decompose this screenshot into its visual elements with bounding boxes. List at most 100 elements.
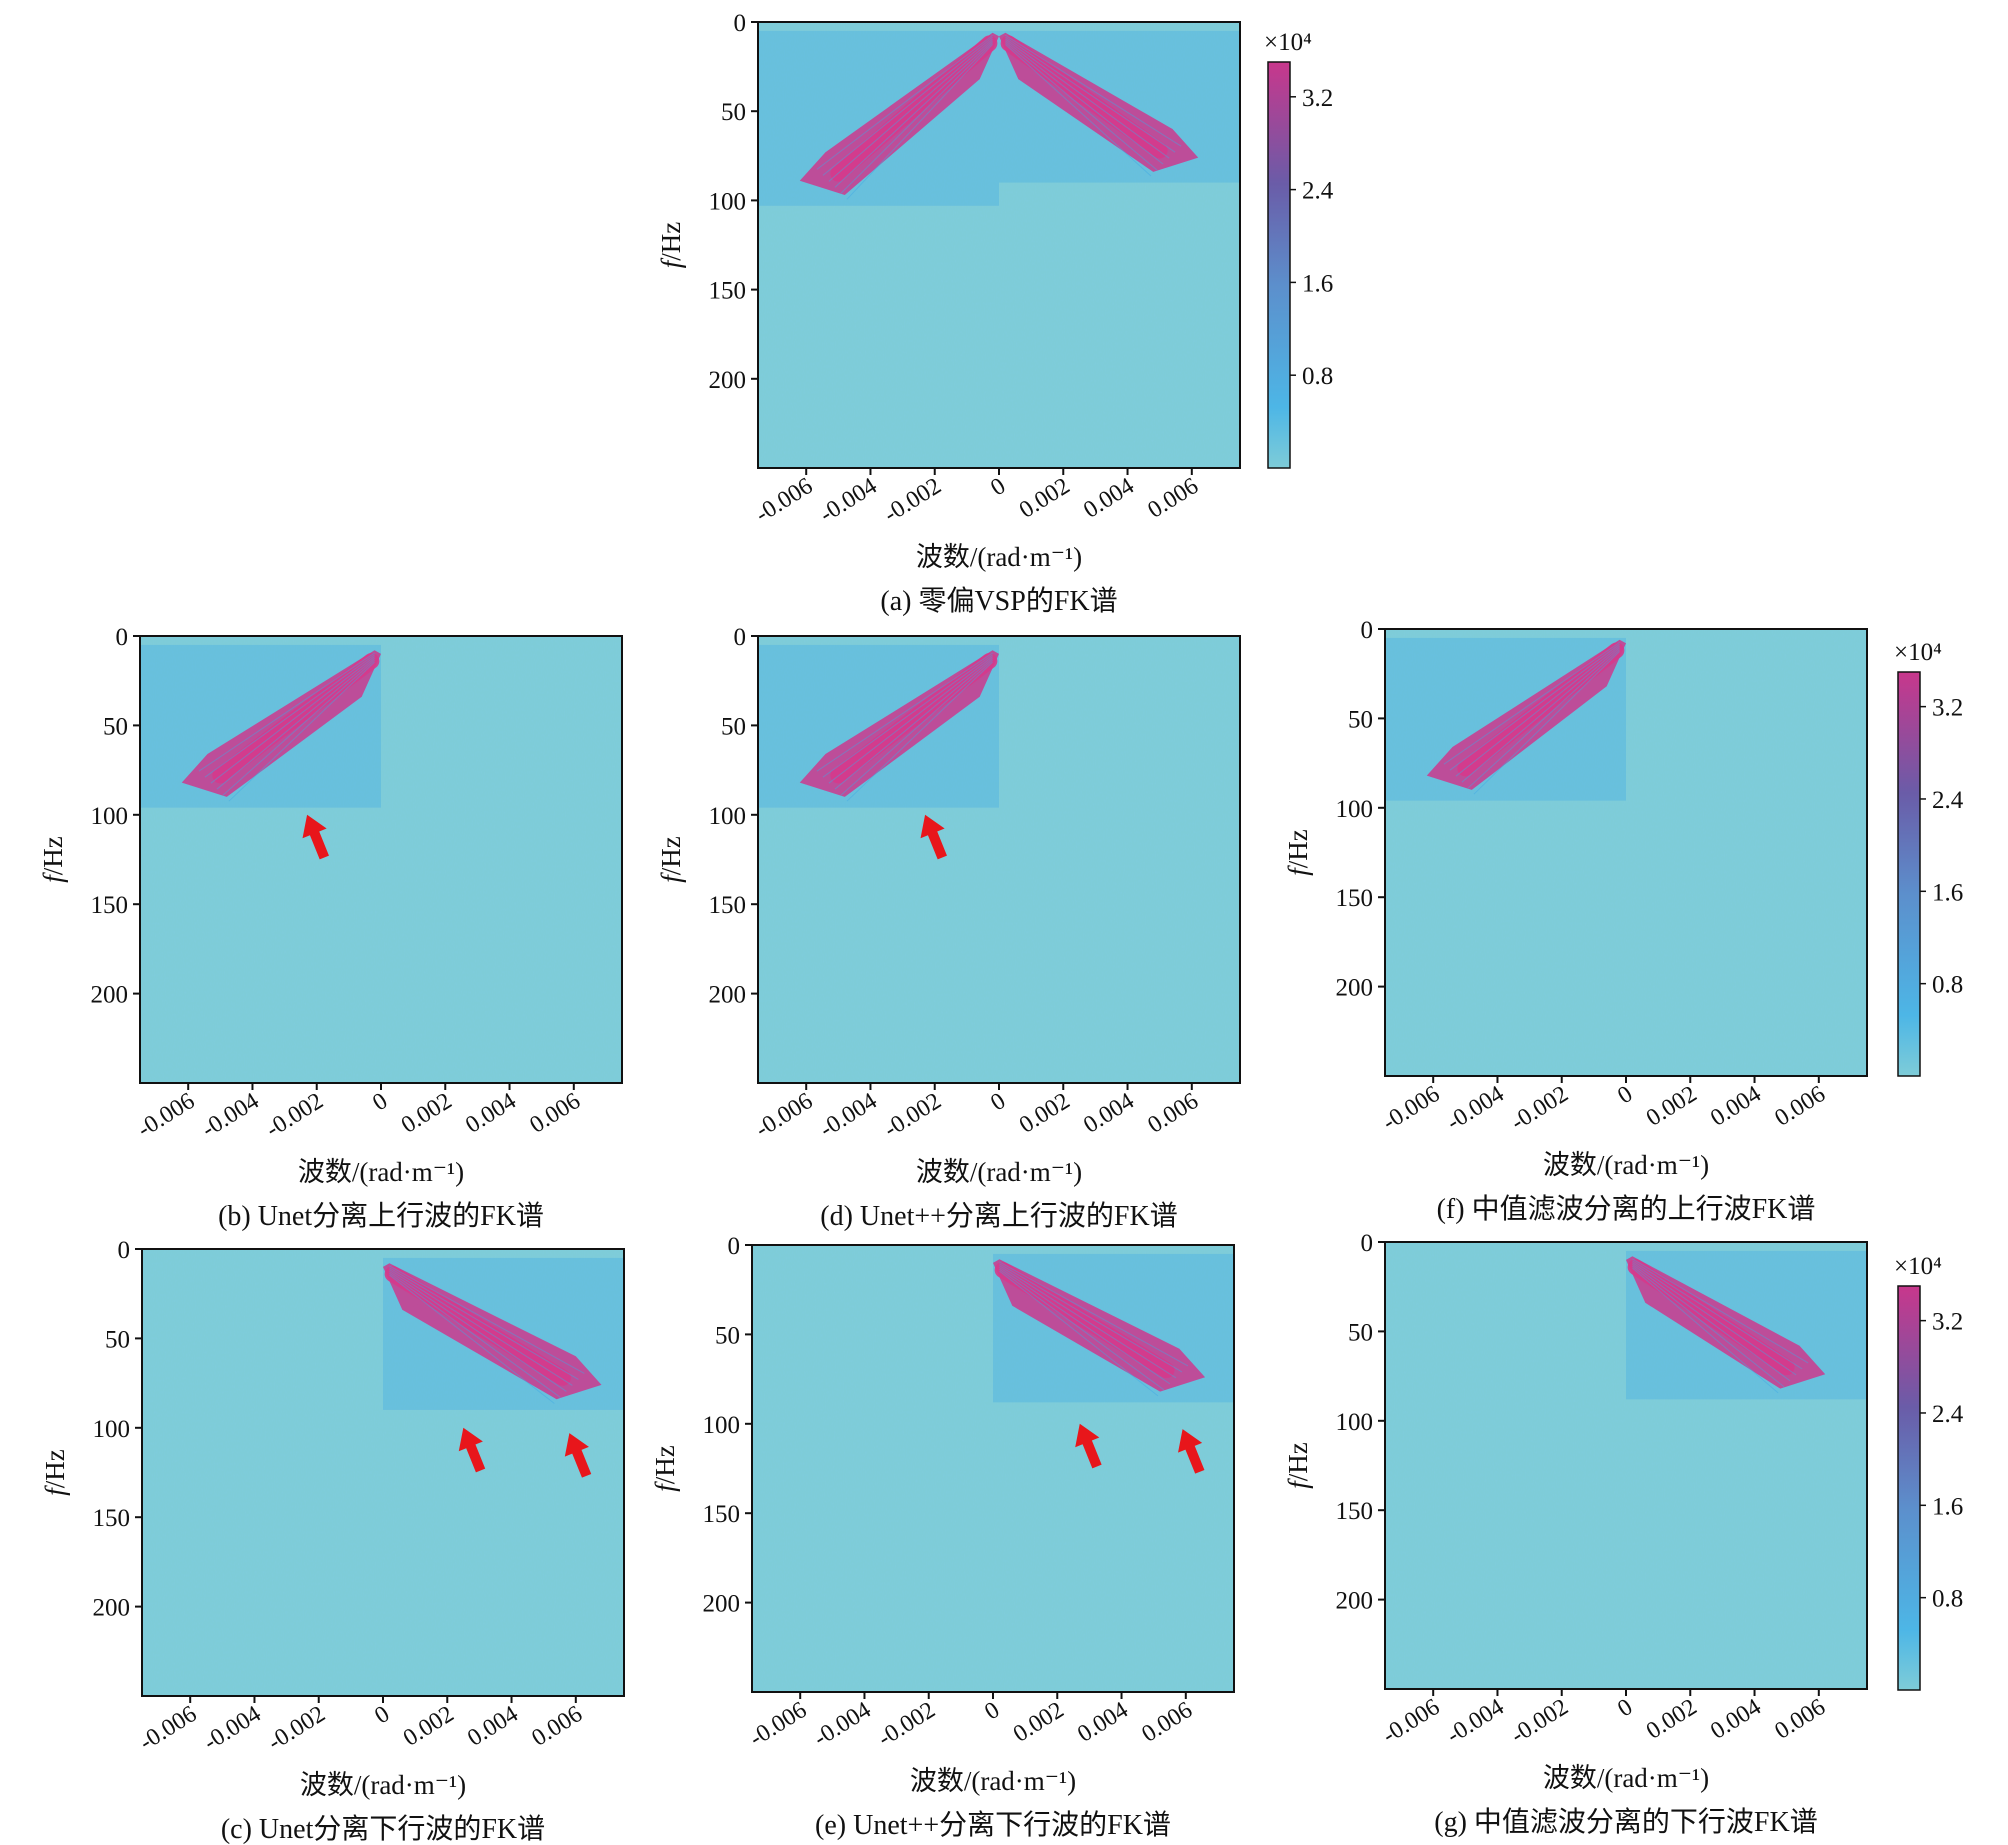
x-tick-label: -0.004 bbox=[815, 1088, 881, 1143]
annotation-arrow bbox=[1178, 1429, 1205, 1474]
arrow-shape bbox=[1178, 1429, 1205, 1474]
x-tick-label: 0.002 bbox=[1009, 1697, 1069, 1748]
x-tick-label: 0.004 bbox=[1079, 473, 1139, 524]
x-tick-label: 0.006 bbox=[1143, 1088, 1203, 1139]
annotation-arrow bbox=[1075, 1423, 1102, 1469]
energy-peak-downgoing bbox=[384, 1266, 571, 1386]
x-tick-label: -0.006 bbox=[1378, 1081, 1444, 1136]
energy-streak bbox=[1449, 643, 1620, 771]
arrow-shape bbox=[458, 1427, 486, 1473]
x-tick-label: 0.006 bbox=[1137, 1697, 1197, 1748]
y-tick-label: 100 bbox=[703, 1412, 741, 1439]
x-tick-label: -0.006 bbox=[751, 473, 817, 528]
y-tick-label: 150 bbox=[703, 1501, 741, 1528]
x-tick-label: 0.002 bbox=[1642, 1694, 1702, 1745]
x-tick-label: -0.004 bbox=[815, 473, 881, 528]
x-axis-label: 波数/(rad·m⁻¹) bbox=[910, 1766, 1076, 1796]
y-tick-label: 200 bbox=[709, 982, 747, 1009]
energy-streak bbox=[999, 1270, 1159, 1397]
x-tick-label: 0.004 bbox=[1706, 1694, 1766, 1745]
y-tick-label: 150 bbox=[91, 892, 129, 919]
y-tick-label: 200 bbox=[709, 367, 747, 394]
y-tick-label: 150 bbox=[93, 1505, 131, 1532]
arrow-shape bbox=[1075, 1423, 1102, 1469]
noise-texture bbox=[1385, 629, 1867, 1076]
colorbar-tick-label: 2.4 bbox=[1932, 787, 1964, 814]
y-tick-label: 50 bbox=[1348, 1319, 1373, 1346]
energy-streak bbox=[834, 657, 993, 790]
energy-streak bbox=[840, 659, 993, 796]
x-tick-label: 0 bbox=[986, 1088, 1010, 1116]
colorbar-tick-label: 1.6 bbox=[1932, 879, 1963, 906]
x-tick-label: -0.004 bbox=[1442, 1694, 1508, 1749]
energy-streak bbox=[389, 1269, 573, 1386]
x-tick-label: -0.002 bbox=[880, 1088, 946, 1143]
energy-streak bbox=[389, 1274, 555, 1404]
noise-texture bbox=[758, 636, 1240, 1083]
energy-streak bbox=[1473, 651, 1620, 795]
y-tick-label: 200 bbox=[93, 1595, 131, 1622]
energy-streak bbox=[846, 661, 993, 802]
x-tick-label: -0.004 bbox=[199, 1701, 265, 1756]
colorbar-tick-label: 0.8 bbox=[1302, 363, 1333, 390]
x-tick-label: 0 bbox=[980, 1697, 1004, 1725]
annotation-arrow bbox=[458, 1427, 486, 1473]
y-tick-label: 0 bbox=[734, 10, 747, 37]
x-tick-label: 0.002 bbox=[1015, 1088, 1075, 1139]
colorbar: ×10⁴ 3.2 2.4 1.6 0.8 bbox=[1264, 29, 1334, 469]
x-axis-label: 波数/(rad·m⁻¹) bbox=[916, 1157, 1082, 1187]
energy-streak bbox=[198, 652, 375, 772]
colorbar: ×10⁴ 3.2 2.4 1.6 0.8 bbox=[1894, 1253, 1964, 1691]
colorbar-tick-label: 1.6 bbox=[1932, 1493, 1963, 1520]
x-tick-label: 0.002 bbox=[399, 1701, 459, 1752]
energy-peak-downgoing bbox=[1000, 35, 1168, 159]
y-tick-label: 0 bbox=[1361, 1230, 1374, 1257]
y-tick-label: 100 bbox=[709, 188, 747, 215]
energy-streak bbox=[834, 40, 993, 188]
x-tick-label: 0 bbox=[370, 1701, 394, 1729]
arrow-shape bbox=[564, 1433, 592, 1478]
y-tick-label: 150 bbox=[1336, 885, 1374, 912]
x-axis-label: 波数/(rad·m⁻¹) bbox=[298, 1157, 464, 1187]
energy-streak bbox=[389, 1265, 585, 1374]
energy-peak-upgoing bbox=[212, 653, 380, 784]
energy-streak bbox=[999, 1261, 1189, 1367]
y-axis-label: f/Hz bbox=[650, 1445, 680, 1492]
colorbar-tick-label: 3.2 bbox=[1932, 695, 1963, 722]
energy-streak bbox=[389, 1272, 561, 1398]
energy-streak bbox=[1632, 1260, 1803, 1370]
energy-peak-upgoing bbox=[1457, 642, 1625, 777]
panel-caption: (a) 零偏VSP的FK谱 bbox=[880, 585, 1117, 617]
x-tick-label: -0.006 bbox=[135, 1701, 201, 1756]
energy-streak bbox=[999, 1266, 1171, 1385]
x-axis-label: 波数/(rad·m⁻¹) bbox=[1543, 1150, 1709, 1180]
energy-streak bbox=[1632, 1263, 1791, 1382]
colorbar-tick-label: 2.4 bbox=[1302, 178, 1334, 205]
energy-streak bbox=[846, 43, 993, 200]
energy-streak bbox=[1005, 34, 1182, 147]
energy-peak-upgoing bbox=[830, 653, 998, 784]
colorbar-gradient bbox=[1267, 61, 1291, 469]
annotation-arrow bbox=[302, 814, 329, 860]
y-tick-label: 200 bbox=[1336, 975, 1374, 1002]
energy-streak bbox=[828, 656, 993, 784]
noise-texture bbox=[752, 1245, 1234, 1692]
energy-streak bbox=[1005, 43, 1152, 177]
y-tick-label: 50 bbox=[721, 99, 746, 126]
x-tick-label: 0 bbox=[368, 1088, 392, 1116]
x-tick-label: 0.006 bbox=[1770, 1694, 1830, 1745]
energy-streak bbox=[389, 1267, 579, 1380]
energy-streak bbox=[816, 34, 993, 170]
x-tick-label: 0.006 bbox=[1770, 1081, 1830, 1132]
x-tick-label: 0.002 bbox=[1015, 473, 1075, 524]
energy-streak bbox=[999, 1263, 1183, 1373]
x-tick-label: 0.004 bbox=[1079, 1088, 1139, 1139]
y-tick-label: 50 bbox=[715, 1322, 740, 1349]
x-tick-label: -0.004 bbox=[809, 1697, 875, 1752]
arrow-shape bbox=[302, 814, 329, 860]
